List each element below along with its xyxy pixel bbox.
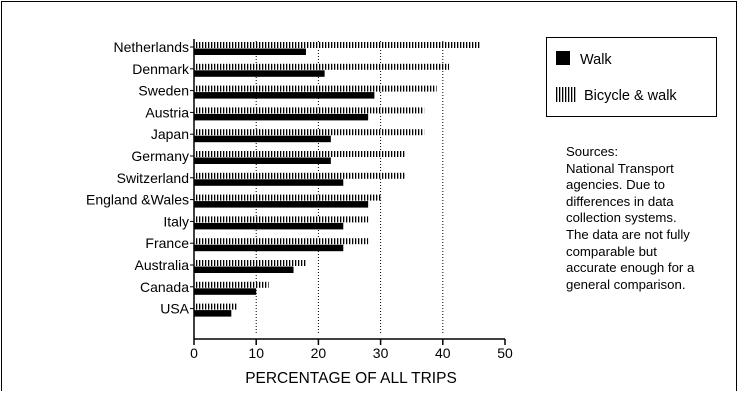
- bar-bicycle-walk-australia: [194, 260, 306, 266]
- category-label-usa: USA: [160, 301, 189, 317]
- bar-bicycle-walk-france: [194, 238, 369, 245]
- sources-line: Sources:: [566, 144, 619, 159]
- bar-walk-sweden: [194, 92, 375, 99]
- x-tick-labels: 0 10 20 30 40 50: [190, 345, 513, 361]
- x-tick-label-10: 10: [248, 345, 264, 361]
- bar-walk-netherlands: [194, 48, 306, 55]
- x-tick-label-40: 40: [435, 345, 451, 361]
- bar-bicycle-walk-germany: [194, 151, 406, 157]
- legend: Walk Bicycle & walk: [546, 37, 717, 117]
- legend-label-bicycle-walk: Bicycle & walk: [584, 88, 677, 104]
- bars-group: [194, 42, 481, 317]
- category-label-sweden: Sweden: [138, 83, 189, 99]
- category-label-germany: Germany: [131, 148, 189, 164]
- bar-bicycle-walk-austria: [194, 107, 425, 114]
- category-label-australia: Australia: [135, 257, 190, 273]
- bar-walk-denmark: [194, 70, 325, 77]
- bar-walk-france: [194, 244, 344, 252]
- sources-note: Sources: National Transport agencies. Due …: [566, 144, 738, 293]
- bar-walk-england-wales: [194, 201, 369, 208]
- grid-lines: [255, 41, 444, 334]
- bar-walk-canada: [194, 288, 257, 295]
- bar-bicycle-walk-denmark: [194, 63, 450, 70]
- bar-walk-germany: [194, 157, 331, 164]
- bar-bicycle-walk-usa: [194, 303, 238, 310]
- category-label-canada: Canada: [140, 279, 189, 295]
- bar-bicycle-walk-switzerland: [194, 172, 406, 179]
- sources-line: agencies. Due to: [566, 177, 665, 193]
- legend-swatch-bicycle-walk: [556, 87, 577, 102]
- category-labels: Netherlands Denmark Sweden Austria Japan Germ…: [86, 39, 190, 317]
- sources-line: differences in data: [566, 193, 674, 209]
- bar-walk-australia: [194, 266, 294, 273]
- category-label-switzerland: Switzerland: [117, 170, 189, 186]
- x-axis-label: PERCENTAGE OF ALL TRIPS: [245, 370, 457, 387]
- legend-label-walk: Walk: [580, 52, 612, 68]
- sources-line: collection systems.: [566, 210, 677, 226]
- category-label-england-wales: England &Wales: [86, 192, 189, 208]
- bar-bicycle-walk-netherlands: [194, 42, 481, 48]
- x-tick-label-50: 50: [497, 345, 513, 361]
- sources-line: comparable but: [566, 243, 657, 259]
- category-label-austria: Austria: [145, 104, 189, 120]
- legend-swatch-walk: [556, 51, 570, 65]
- category-label-denmark: Denmark: [132, 61, 190, 77]
- bar-walk-usa: [194, 310, 232, 317]
- bar-walk-austria: [194, 113, 369, 121]
- x-tick-label-20: 20: [311, 345, 327, 361]
- category-label-france: France: [145, 235, 189, 251]
- x-tick-label-30: 30: [373, 345, 389, 361]
- category-label-netherlands: Netherlands: [114, 39, 190, 55]
- bar-walk-switzerland: [194, 179, 344, 186]
- sources-line: general comparison.: [566, 276, 686, 292]
- category-label-japan: Japan: [151, 126, 189, 142]
- bar-bicycle-walk-canada: [194, 281, 269, 288]
- bar-walk-japan: [194, 135, 331, 143]
- sources-line: accurate enough for a: [566, 260, 695, 276]
- axes-group: [190, 39, 506, 345]
- sources-line: National Transport: [566, 160, 674, 176]
- bar-bicycle-walk-japan: [194, 129, 425, 136]
- bar-bicycle-walk-england-wales: [194, 194, 381, 201]
- bar-walk-italy: [194, 222, 344, 230]
- x-tick-label-0: 0: [190, 345, 198, 361]
- legend-box: [546, 37, 717, 117]
- sources-line: The data are not fully: [566, 226, 690, 242]
- category-label-italy: Italy: [163, 213, 189, 229]
- bar-bicycle-walk-sweden: [194, 85, 437, 92]
- bar-bicycle-walk-italy: [194, 216, 369, 223]
